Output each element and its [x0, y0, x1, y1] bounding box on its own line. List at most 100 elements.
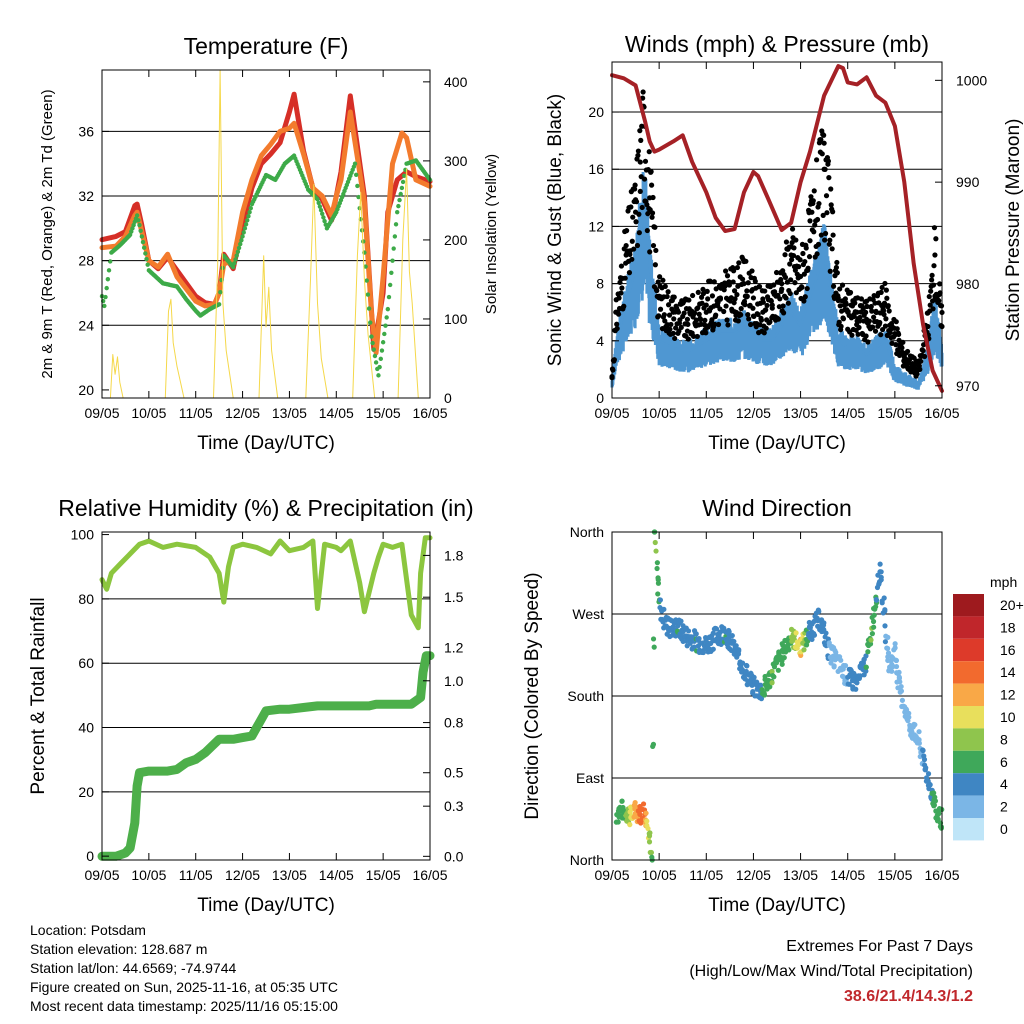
- gust-point: [695, 289, 701, 295]
- direction-point: [655, 575, 661, 581]
- dewpoint-point: [141, 245, 147, 250]
- gust-point: [668, 321, 674, 328]
- colorbar-swatch: [953, 818, 984, 841]
- gust-point: [821, 166, 827, 172]
- dewpoint-point: [382, 331, 387, 337]
- gust-point: [772, 289, 778, 295]
- x-tick-label: 11/05: [689, 405, 723, 421]
- y2-axis-label: Station Pressure (Maroon): [1003, 119, 1024, 342]
- gust-point: [703, 330, 709, 336]
- direction-point: [878, 577, 884, 583]
- gust-point: [893, 319, 899, 325]
- y-tick-label: 36: [78, 123, 94, 139]
- colorbar-swatch: [953, 795, 984, 818]
- gust-point: [647, 249, 653, 255]
- gust-point: [886, 308, 892, 314]
- gust-point: [675, 309, 682, 315]
- dewpoint-point: [241, 230, 246, 235]
- dewpoint-point: [138, 228, 143, 233]
- gust-point: [725, 322, 731, 328]
- direction-point: [893, 657, 899, 663]
- gust-point: [842, 296, 848, 302]
- x-tick-label: 11/05: [179, 405, 213, 421]
- dewpoint-point: [231, 264, 236, 270]
- gust-point: [671, 316, 677, 322]
- direction-point: [899, 697, 906, 703]
- y2-tick-label: 1.5: [444, 589, 464, 605]
- direction-point: [882, 639, 889, 645]
- gust-point: [932, 252, 938, 258]
- gust-point: [796, 264, 802, 270]
- dewpoint-point: [392, 234, 398, 239]
- gust-point: [789, 239, 795, 246]
- direction-point: [893, 663, 900, 670]
- gust-point: [696, 311, 702, 317]
- gust-point: [685, 321, 691, 327]
- direction-point: [869, 631, 875, 637]
- y2-tick-label: 1.2: [444, 639, 464, 655]
- dewpoint-point: [354, 172, 359, 178]
- colorbar-label: 20+: [1000, 597, 1024, 613]
- gust-point: [800, 250, 806, 257]
- dewpoint-point: [248, 205, 253, 211]
- gust-point: [723, 268, 729, 274]
- gust-point: [709, 293, 716, 299]
- dewpoint-point: [233, 257, 238, 262]
- gust-point: [918, 358, 924, 364]
- gust-point: [805, 265, 811, 271]
- dewpoint-point: [384, 315, 389, 320]
- gust-point: [779, 286, 785, 292]
- gust-point: [930, 282, 937, 288]
- x-tick-label: 16/05: [412, 405, 447, 421]
- y-tick-label: North: [570, 852, 604, 868]
- direction-point: [793, 630, 799, 636]
- gust-point: [797, 257, 803, 263]
- gust-point: [768, 298, 774, 304]
- gust-point: [623, 252, 629, 258]
- direction-point: [811, 632, 818, 638]
- gust-point: [880, 326, 886, 333]
- y2-tick-label: 200: [444, 232, 468, 248]
- gust-point: [731, 288, 738, 294]
- direction-point: [885, 634, 891, 640]
- direction-point: [842, 662, 849, 669]
- elevation-text: Station elevation: 128.687 m: [30, 941, 208, 957]
- y-tick-label: 24: [78, 317, 94, 333]
- x-tick-label: 13/05: [272, 405, 307, 421]
- gust-point: [797, 273, 804, 280]
- y-tick-label: 4: [596, 333, 604, 349]
- dewpoint-point: [232, 261, 237, 266]
- gust-point: [915, 366, 922, 373]
- gust-point: [933, 236, 939, 242]
- gust-point: [665, 289, 671, 295]
- gust-point: [614, 321, 620, 327]
- gust-point: [752, 278, 758, 284]
- dewpoint-point: [239, 238, 244, 243]
- gust-point: [792, 280, 798, 286]
- gust-point: [931, 263, 937, 269]
- gust-point: [815, 241, 822, 247]
- direction-point: [892, 645, 898, 651]
- dewpoint-point: [234, 253, 239, 258]
- direction-point: [685, 628, 692, 634]
- dewpoint-point: [397, 197, 402, 203]
- dewpoint-point: [355, 183, 360, 189]
- gust-point: [700, 286, 706, 292]
- gust-point: [642, 158, 649, 164]
- dewpoint-point: [144, 256, 149, 262]
- colorbar-swatch: [953, 638, 984, 662]
- dewpoint-point: [321, 215, 326, 220]
- x-tick-label: 16/05: [412, 867, 447, 883]
- dewpoint-point: [380, 340, 386, 345]
- direction-point: [645, 825, 651, 832]
- y-tick-label: 0: [596, 390, 604, 406]
- total-rainfall-line: [97, 651, 435, 861]
- colorbar-swatch: [953, 594, 984, 617]
- gust-point: [840, 316, 847, 322]
- gust-point: [618, 290, 624, 296]
- gust-point: [749, 268, 755, 274]
- colorbar-label: 16: [1000, 642, 1016, 658]
- extremes-values: 38.6/21.4/14.3/1.2: [844, 988, 973, 1005]
- gust-point: [709, 317, 715, 323]
- y-axis-label: Direction (Colored By Speed): [522, 572, 543, 819]
